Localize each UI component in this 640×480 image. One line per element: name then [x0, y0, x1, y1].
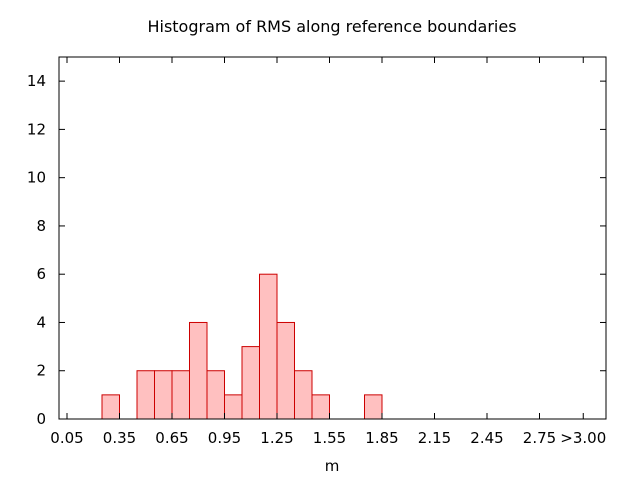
ticks-group: 0 2 4 6 8 10 12 14 0.05 0.35 0.65 0.95 1.25 1.55 1.85 2… — [27, 57, 606, 447]
histogram-bar — [154, 370, 173, 420]
y-tick-label: 2 — [36, 362, 46, 380]
x-tick-label: 0.35 — [103, 429, 136, 447]
x-tick-label: 1.25 — [260, 429, 293, 447]
x-axis-label: m — [325, 457, 340, 475]
y-tick-label: 14 — [27, 72, 46, 90]
y-tick-label: 0 — [36, 410, 46, 428]
y-tick-label: 10 — [27, 169, 46, 187]
histogram-bar — [276, 321, 295, 420]
y-tick-label: 6 — [36, 265, 46, 283]
x-tick-label: 2.15 — [418, 429, 451, 447]
x-tick-label: 1.55 — [313, 429, 346, 447]
x-tick-label: >3.00 — [560, 429, 606, 447]
histogram-bar — [311, 394, 330, 420]
bars-group — [101, 273, 383, 420]
y-tick-label: 12 — [27, 120, 46, 138]
histogram-bar — [259, 273, 278, 420]
y-tick-label: 4 — [36, 313, 46, 331]
x-tick-label: 1.85 — [365, 429, 398, 447]
histogram-bar — [136, 370, 155, 420]
x-tick-label: 2.75 — [523, 429, 556, 447]
histogram-bar — [241, 346, 260, 420]
histogram-bar — [101, 394, 120, 420]
histogram-bar — [206, 370, 225, 420]
chart-title: Histogram of RMS along reference boundar… — [147, 17, 516, 36]
x-tick-label: 2.45 — [470, 429, 503, 447]
x-tick-label: 0.65 — [155, 429, 188, 447]
histogram-bar — [294, 370, 313, 420]
histogram-bar — [224, 394, 243, 420]
histogram-bar — [171, 370, 190, 420]
histogram-bar — [364, 394, 383, 420]
x-tick-label: 0.05 — [50, 429, 83, 447]
y-tick-label: 8 — [36, 217, 46, 235]
histogram-bar — [189, 321, 208, 420]
x-tick-label: 0.95 — [208, 429, 241, 447]
plot-frame — [58, 56, 607, 420]
